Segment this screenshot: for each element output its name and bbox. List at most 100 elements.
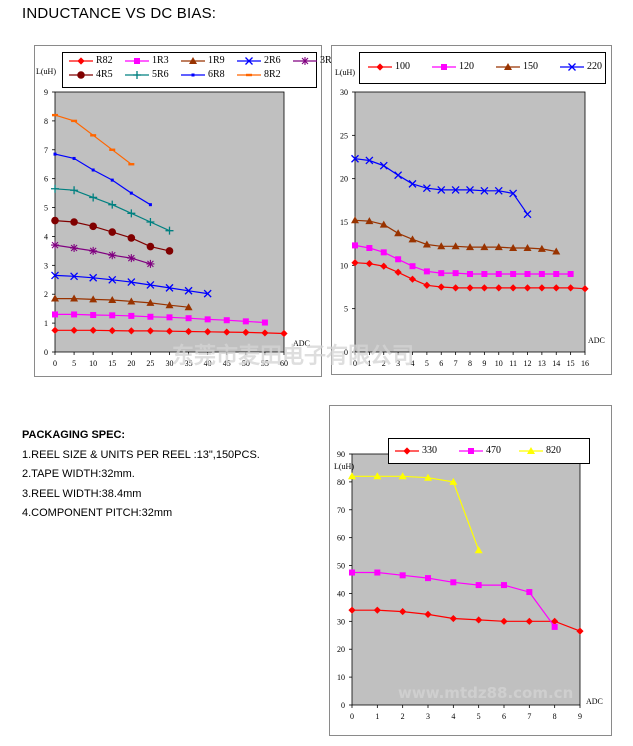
legend-marker: [527, 446, 535, 454]
x-tick-label: 13: [538, 359, 546, 368]
legend-swatch: [395, 446, 419, 455]
data-point: [108, 296, 117, 303]
x-axis-label: ADC: [588, 336, 605, 345]
x-tick-label: 3: [426, 712, 430, 721]
legend-label: 3R5: [320, 55, 337, 66]
data-point: [165, 327, 174, 335]
data-point: [223, 317, 230, 324]
legend-item: 4R5: [69, 69, 113, 80]
data-point: [146, 259, 155, 268]
chart-svg: 0 10 20 30 40 50 60 70 80 90 0 1 2 3 4 5 6 7 8 9 L(uH) ADC: [334, 450, 603, 721]
data-point: [422, 184, 431, 193]
data-point: [204, 328, 212, 336]
data-point: [70, 186, 79, 195]
x-tick-label: 4: [451, 712, 455, 721]
data-point: [351, 259, 359, 267]
data-point: [127, 254, 136, 263]
data-point: [348, 606, 356, 614]
y-tick-label: 10: [337, 673, 345, 682]
data-point: [452, 270, 459, 277]
x-tick-label: 9: [482, 359, 486, 368]
x-tick-label: 1: [375, 712, 379, 721]
legend-label: 330: [422, 445, 437, 456]
chart-panel-r82-8r2: 0 1 2 3 4 5 6 7 8 9 0 5 10 15 20 25 30 35 40 45 50 55 60 L(uH) A…: [34, 45, 337, 377]
data-point: [365, 156, 374, 165]
data-point: [379, 220, 388, 228]
data-point: [495, 284, 503, 292]
y-tick-label: 6: [44, 175, 48, 184]
data-point: [509, 189, 518, 198]
data-point: [394, 268, 402, 276]
data-point: [452, 284, 460, 292]
x-tick-label: 20: [127, 359, 135, 368]
data-point: [223, 328, 231, 336]
data-point: [449, 477, 458, 485]
legend-item: 2R6: [237, 55, 281, 66]
series-line: [55, 313, 265, 324]
data-point: [166, 314, 173, 321]
x-tick-label: 6: [439, 359, 443, 368]
data-point: [72, 156, 76, 160]
x-tick-label: 7: [454, 359, 458, 368]
plot-area: [54, 91, 285, 353]
chart-panel-100-220: 0 5 10 15 20 25 30 0 1 2 3 4 5 6 7 8 9 10 11 12 13 14 15 16 L(uH…: [331, 45, 612, 375]
data-point: [146, 298, 155, 306]
series-1R9: [51, 294, 193, 311]
legend-label: 5R6: [152, 69, 169, 80]
legend-marker: [77, 56, 85, 65]
legend-marker: [504, 62, 512, 70]
y-tick-label: 5: [344, 305, 348, 314]
x-tick-label: 8: [468, 359, 472, 368]
y-tick-label: 60: [337, 534, 345, 543]
data-point: [409, 263, 416, 270]
legend-swatch: [125, 70, 149, 79]
data-point: [408, 275, 417, 283]
watermark-company-name: 东莞市麦田电子有限公司: [172, 344, 415, 369]
data-point: [466, 243, 474, 251]
x-tick-label: 5: [477, 712, 481, 721]
data-point: [494, 243, 503, 251]
y-tick-label: 0: [344, 348, 348, 357]
legend-item: 1R9: [181, 55, 225, 66]
legend-item: R82: [69, 55, 113, 66]
data-point: [373, 472, 382, 480]
series-3R5: [51, 241, 155, 268]
packaging-spec-title: PACKAGING SPEC:: [22, 429, 126, 441]
data-point: [89, 222, 97, 231]
legend-item: 1R3: [125, 55, 169, 66]
data-point: [451, 185, 460, 194]
x-tick-label: 2: [382, 359, 386, 368]
data-point: [437, 242, 446, 250]
x-tick-label: 2: [401, 712, 405, 721]
x-axis-label: ADC: [293, 339, 310, 348]
data-point: [351, 216, 359, 224]
data-point: [89, 273, 98, 282]
data-point: [523, 244, 532, 251]
legend-swatch: [125, 57, 149, 64]
legend-label: 120: [459, 61, 474, 72]
data-point: [480, 243, 489, 251]
data-point: [108, 327, 116, 335]
legend-item: 470: [459, 445, 501, 456]
legend-label: 1R3: [152, 55, 169, 66]
x-tick-label: 0: [53, 359, 57, 368]
data-point: [481, 271, 488, 277]
data-point: [185, 315, 192, 322]
legend-label: 470: [486, 445, 501, 456]
y-tick-label: 4: [44, 232, 48, 241]
data-point: [365, 260, 373, 268]
x-tick-label: 40: [204, 359, 212, 368]
legend-marker: [403, 446, 411, 455]
y-tick-label: 40: [337, 589, 345, 598]
data-point: [109, 312, 116, 319]
data-point: [108, 251, 117, 260]
data-point: [466, 284, 474, 292]
data-point: [51, 216, 59, 225]
legend-item: 8R2: [237, 69, 281, 80]
x-tick-label: 5: [425, 359, 429, 368]
data-point: [165, 226, 174, 235]
data-point: [108, 275, 117, 284]
y-tick-label: 3: [44, 261, 48, 270]
data-point: [437, 185, 446, 194]
data-point: [147, 313, 154, 320]
